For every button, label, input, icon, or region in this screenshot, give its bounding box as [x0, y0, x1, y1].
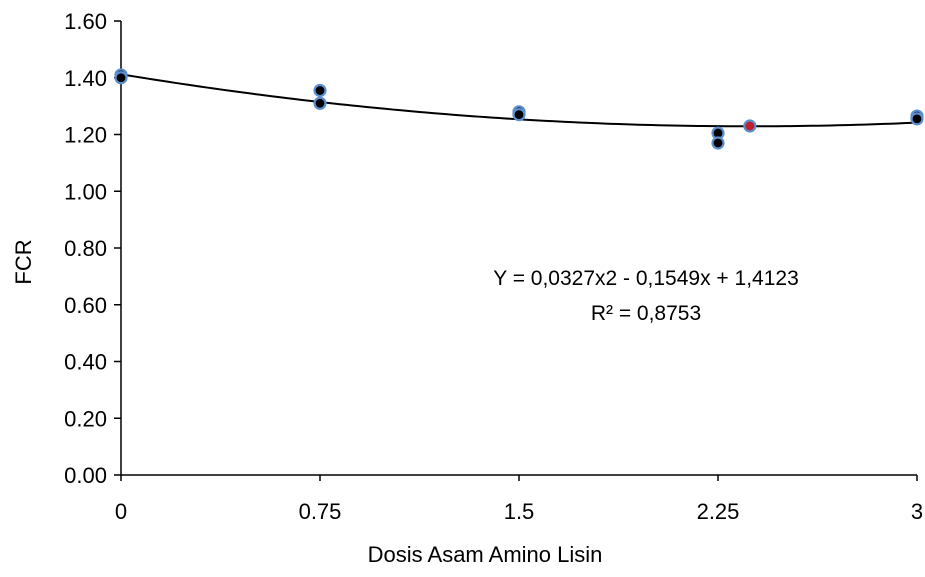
data-point [910, 112, 924, 126]
x-axis-ticks: 0 0.75 1.5 2.25 3 [115, 475, 923, 524]
y-axis-title: FCR [11, 239, 36, 284]
data-point [313, 83, 327, 98]
y-tick-label: 1.00 [64, 179, 107, 204]
data-points [114, 68, 924, 150]
x-tick-label: 0 [115, 499, 127, 524]
y-tick-label: 1.40 [64, 66, 107, 91]
y-tick-label: 0.60 [64, 293, 107, 318]
y-tick-label: 1.20 [64, 123, 107, 148]
highlight-data-point [743, 119, 757, 133]
x-tick-label: 1.5 [504, 499, 535, 524]
data-point [512, 108, 526, 122]
x-tick-label: 2.25 [697, 499, 740, 524]
plot-area: 0.00 0.20 0.40 0.60 0.80 1.00 1.20 1.40 1.60 0 0.… [64, 9, 924, 524]
trendline-equation: Y = 0,0327x2 - 0,1549x + 1,4123 [493, 267, 799, 290]
x-tick-label: 0.75 [299, 499, 342, 524]
x-axis-title: Dosis Asam Amino Lisin [368, 542, 603, 567]
y-tick-label: 0.80 [64, 236, 107, 261]
y-tick-label: 0.20 [64, 406, 107, 431]
r-squared-label: R² = 0,8753 [591, 302, 701, 325]
y-tick-label: 0.40 [64, 350, 107, 375]
data-point [711, 136, 725, 150]
x-tick-label: 3 [911, 499, 923, 524]
y-tick-label: 1.60 [64, 9, 107, 34]
data-point [313, 96, 327, 110]
y-axis-ticks: 0.00 0.20 0.40 0.60 0.80 1.00 1.20 1.40 1.60 [64, 9, 121, 488]
data-point [114, 71, 128, 85]
y-tick-label: 0.00 [64, 463, 107, 488]
